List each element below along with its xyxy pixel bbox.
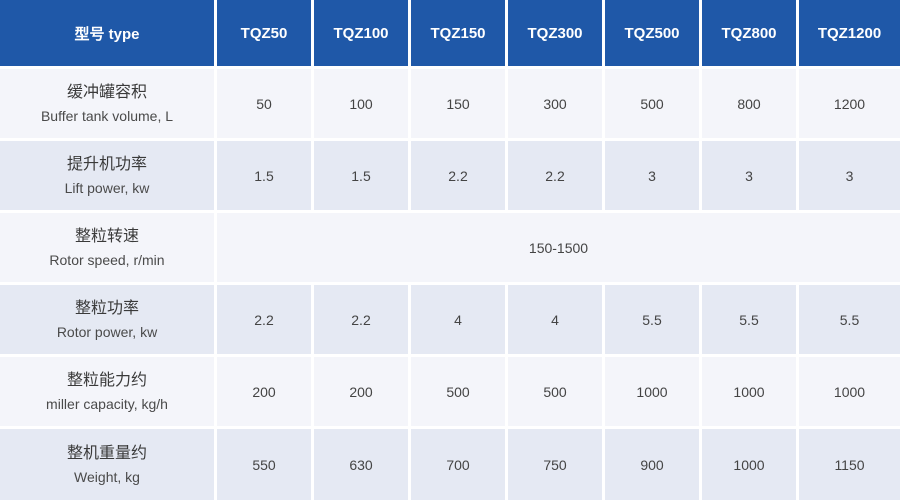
table-cell: 500 [411,357,508,429]
table-cell: 550 [217,429,314,500]
row-label-en: Buffer tank volume, L [40,107,174,124]
table-cell: 2.2 [314,285,411,357]
table-row-miller-capacity: 整粒能力约 miller capacity, kg/h 200 200 500 … [0,357,900,429]
table-cell: 900 [605,429,702,500]
table-cell: 1000 [702,429,799,500]
table-cell: 1150 [799,429,900,500]
row-label: 提升机功率 Lift power, kw [0,141,217,213]
header-model: TQZ50 [217,0,314,69]
table-cell: 300 [508,69,605,141]
table-cell: 3 [702,141,799,213]
merged-table-cell: 150-1500 [217,213,900,285]
header-model: TQZ150 [411,0,508,69]
header-model: TQZ1200 [799,0,900,69]
table-cell: 50 [217,69,314,141]
table-row-weight: 整机重量约 Weight, kg 550 630 700 750 900 100… [0,429,900,500]
header-model: TQZ300 [508,0,605,69]
table-cell: 1000 [799,357,900,429]
table-row-buffer-tank-volume: 缓冲罐容积 Buffer tank volume, L 50 100 150 3… [0,69,900,141]
table-row-lift-power: 提升机功率 Lift power, kw 1.5 1.5 2.2 2.2 3 3… [0,141,900,213]
table-cell: 200 [314,357,411,429]
table-cell: 2.2 [217,285,314,357]
row-label-en: Weight, kg [74,468,140,485]
row-label: 整机重量约 Weight, kg [0,429,217,500]
table-cell: 2.2 [411,141,508,213]
table-cell: 1.5 [314,141,411,213]
table-cell: 700 [411,429,508,500]
header-model: TQZ100 [314,0,411,69]
table-cell: 500 [508,357,605,429]
table-cell: 5.5 [799,285,900,357]
row-label: 整粒转速 Rotor speed, r/min [0,213,217,285]
table-cell: 3 [605,141,702,213]
row-label-zh: 整机重量约 [66,444,147,462]
table-row-rotor-power: 整粒功率 Rotor power, kw 2.2 2.2 4 4 5.5 5.5… [0,285,900,357]
row-label-zh: 整粒功率 [74,299,139,317]
table-cell: 800 [702,69,799,141]
table-cell: 2.2 [508,141,605,213]
header-row: 型号 type TQZ50 TQZ100 TQZ150 TQZ300 TQZ50… [0,0,900,69]
row-label-zh: 缓冲罐容积 [66,83,147,101]
table-cell: 630 [314,429,411,500]
table-cell: 3 [799,141,900,213]
row-label-zh: 整粒转速 [74,227,139,245]
row-label: 整粒能力约 miller capacity, kg/h [0,357,217,429]
table-cell: 100 [314,69,411,141]
table-cell: 1000 [702,357,799,429]
table-cell: 4 [508,285,605,357]
row-label-zh: 提升机功率 [66,155,147,173]
row-label-en: Rotor speed, r/min [49,251,165,268]
header-model: TQZ800 [702,0,799,69]
row-label: 整粒功率 Rotor power, kw [0,285,217,357]
table-cell: 5.5 [605,285,702,357]
table-cell: 4 [411,285,508,357]
table-cell: 1200 [799,69,900,141]
table-cell: 500 [605,69,702,141]
row-label: 缓冲罐容积 Buffer tank volume, L [0,69,217,141]
header-model: TQZ500 [605,0,702,69]
row-label-en: miller capacity, kg/h [46,395,168,412]
row-label-en: Rotor power, kw [56,323,158,340]
row-label-zh: 整粒能力约 [66,371,147,389]
row-label-en: Lift power, kw [64,179,150,196]
table-cell: 1000 [605,357,702,429]
table-row-rotor-speed: 整粒转速 Rotor speed, r/min 150-1500 [0,213,900,285]
table-cell: 200 [217,357,314,429]
table-cell: 1.5 [217,141,314,213]
table-cell: 750 [508,429,605,500]
table-cell: 150 [411,69,508,141]
header-type-label: 型号 type [0,0,217,69]
table-cell: 5.5 [702,285,799,357]
